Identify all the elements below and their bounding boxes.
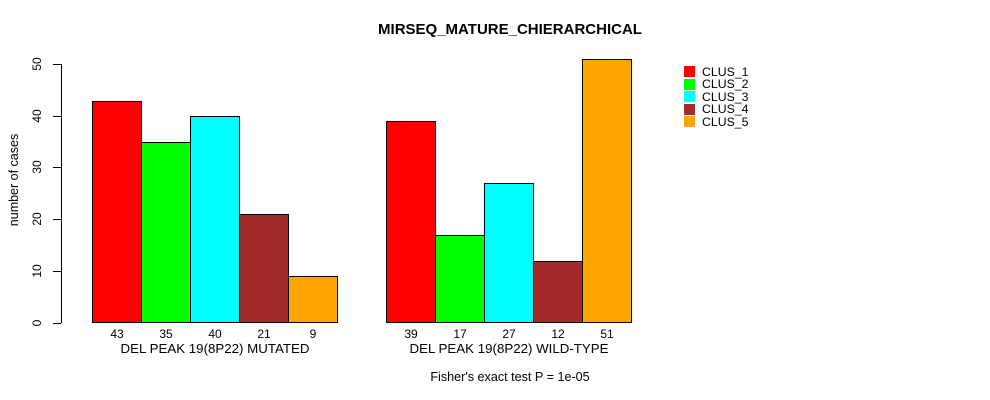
bar-clus_5-mutated (288, 275, 338, 323)
legend-swatch (684, 116, 695, 127)
y-tick (53, 115, 61, 117)
bar-value-label: 51 (600, 327, 614, 341)
y-tick-label: 50 (30, 57, 44, 71)
bar-value-label: 12 (551, 327, 565, 341)
bar-value-label: 21 (257, 327, 271, 341)
bar-clus_4-mutated (239, 213, 289, 323)
bar-value-label: 43 (110, 327, 124, 341)
chart-title: MIRSEQ_MATURE_CHIERARCHICAL (378, 21, 642, 38)
y-tick (53, 64, 61, 65)
y-tick-label: 20 (30, 212, 44, 226)
y-tick (53, 322, 61, 324)
bar-clus_5-wild-type (582, 58, 632, 323)
legend-label: CLUS_5 (702, 114, 749, 129)
y-tick (53, 167, 61, 169)
bar-clus_2-wild-type (435, 234, 485, 323)
legend-swatch (684, 78, 695, 90)
y-tick-label: 10 (30, 264, 44, 278)
bar-clus_3-mutated (190, 115, 240, 323)
y-tick (53, 270, 61, 272)
bar-clus_4-wild-type (533, 260, 583, 323)
bar-value-label: 39 (404, 327, 418, 341)
legend-item: CLUS_4 (684, 102, 749, 116)
bar-clus_1-wild-type (386, 120, 436, 323)
x-category-label: DEL PEAK 19(8P22) MUTATED (120, 341, 310, 356)
bar-value-label: 40 (208, 327, 222, 341)
y-tick-label: 30 (30, 160, 44, 175)
bar-clus_1-mutated (92, 100, 142, 323)
fisher-test-note: Fisher's exact test P = 1e-05 (430, 370, 590, 384)
legend-label: CLUS_4 (702, 102, 749, 116)
legend-item: CLUS_5 (684, 114, 749, 129)
y-axis-line (61, 64, 62, 323)
legend-item: CLUS_1 (684, 64, 749, 79)
bar-value-label: 35 (159, 327, 173, 341)
bar-value-label: 27 (502, 327, 516, 341)
y-tick-label: 0 (30, 319, 44, 326)
legend: CLUS_1 CLUS_2 CLUS_3 CLUS_4 CLUS_5 (684, 64, 824, 136)
bar-clus_2-mutated (141, 141, 191, 323)
y-axis-title: number of cases (7, 133, 21, 227)
y-tick-label: 40 (30, 109, 44, 123)
bar-value-label: 9 (309, 327, 317, 341)
y-tick (53, 219, 61, 221)
legend-swatch (684, 66, 695, 77)
legend-item: CLUS_3 (684, 89, 749, 104)
legend-label: CLUS_2 (702, 77, 749, 91)
legend-label: CLUS_3 (702, 89, 749, 104)
legend-item: CLUS_2 (684, 77, 749, 91)
x-category-label: DEL PEAK 19(8P22) WILD-TYPE (409, 341, 609, 356)
legend-swatch (684, 103, 695, 115)
legend-label: CLUS_1 (702, 64, 749, 79)
bar-value-label: 17 (453, 327, 467, 341)
bar-clus_3-wild-type (484, 182, 534, 323)
legend-swatch (684, 91, 695, 102)
